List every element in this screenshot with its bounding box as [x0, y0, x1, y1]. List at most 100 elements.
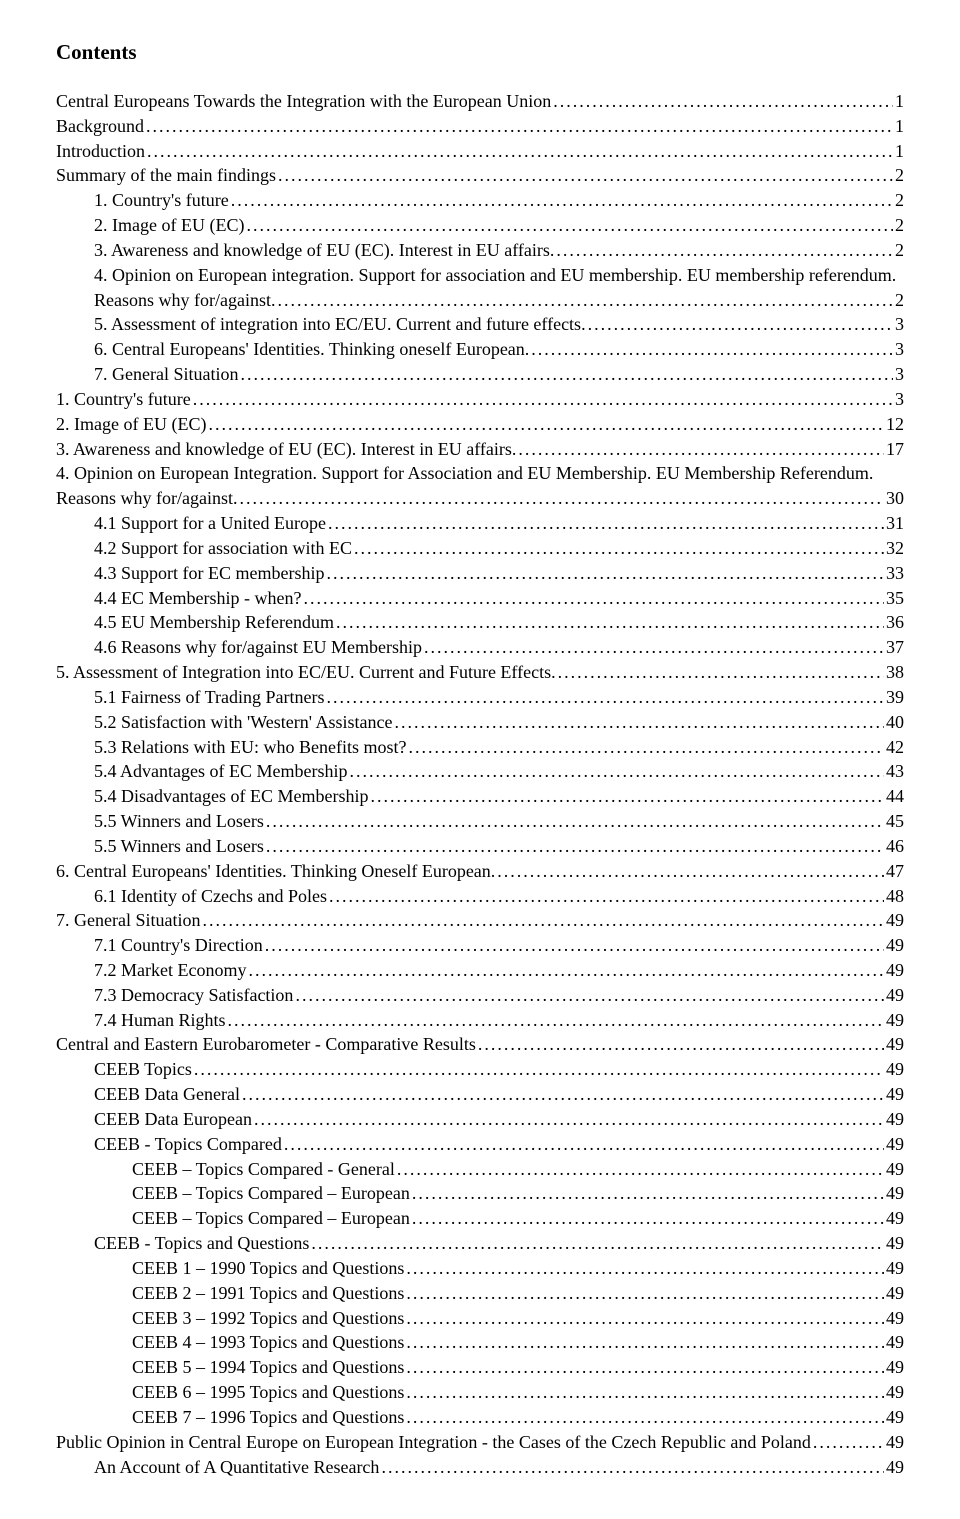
- toc-entry-text: 5. Assessment of Integration into EC/EU.…: [56, 660, 556, 685]
- toc-leader-dots: [556, 238, 893, 263]
- toc-leader-dots: [354, 536, 884, 561]
- toc-leader-dots: [277, 288, 893, 313]
- toc-leader-dots: [266, 834, 884, 859]
- toc-entry-text: Central Europeans Towards the Integratio…: [56, 89, 551, 114]
- toc-entry-text: Summary of the main findings: [56, 163, 276, 188]
- toc-entry-text: CEEB 4 – 1993 Topics and Questions: [132, 1330, 404, 1355]
- toc-leader-dots: [240, 362, 893, 387]
- toc-entry: CEEB Data General49: [56, 1082, 904, 1107]
- toc-entry: 3. Awareness and knowledge of EU (EC). I…: [56, 437, 904, 462]
- toc-leader-dots: [588, 312, 893, 337]
- toc-entry: CEEB Data European 49: [56, 1107, 904, 1132]
- toc-entry: 5.1 Fairness of Trading Partners39: [56, 685, 904, 710]
- toc-entry: 7. General Situation49: [56, 908, 904, 933]
- toc-leader-dots: [412, 1206, 884, 1231]
- toc-entry: 4. Opinion on European integration. Supp…: [56, 263, 904, 288]
- toc-entry-page: 3: [895, 387, 904, 412]
- toc-entry-text: Reasons why for/against.: [56, 486, 237, 511]
- toc-entry-page: 49: [886, 1231, 904, 1256]
- toc-entry-page: 30: [886, 486, 904, 511]
- toc-entry-page: 49: [886, 958, 904, 983]
- toc-entry-page: 2: [895, 213, 904, 238]
- toc-leader-dots: [336, 610, 884, 635]
- toc-entry-page: 36: [886, 610, 904, 635]
- toc-leader-dots: [295, 983, 884, 1008]
- toc-leader-dots: [266, 809, 884, 834]
- toc-entry-text: 5. Assessment of integration into EC/EU.…: [94, 312, 586, 337]
- toc-entry-text: 7. General Situation: [56, 908, 200, 933]
- toc-entry: 7.2 Market Economy49: [56, 958, 904, 983]
- toc-leader-dots: [327, 685, 885, 710]
- toc-entry-text: 4.4 EC Membership - when?: [94, 586, 301, 611]
- toc-entry: 7.3 Democracy Satisfaction49: [56, 983, 904, 1008]
- toc-leader-dots: [395, 710, 885, 735]
- toc-entry-page: 2: [895, 163, 904, 188]
- toc-entry-text: CEEB – Topics Compared – European: [132, 1181, 410, 1206]
- toc-entry-text: 5.1 Fairness of Trading Partners: [94, 685, 325, 710]
- toc-entry-page: 49: [886, 1157, 904, 1182]
- toc-entry: 2. Image of EU (EC)2: [56, 213, 904, 238]
- toc-leader-dots: [412, 1181, 884, 1206]
- toc-entry-text: CEEB – Topics Compared – European: [132, 1206, 410, 1231]
- toc-entry: 1. Country's future2: [56, 188, 904, 213]
- toc-entry: 5.2 Satisfaction with 'Western' Assistan…: [56, 710, 904, 735]
- toc-entry: Central and Eastern Eurobarometer - Comp…: [56, 1032, 904, 1057]
- toc-leader-dots: [478, 1032, 884, 1057]
- toc-entry: CEEB 1 – 1990 Topics and Questions49: [56, 1256, 904, 1281]
- toc-entry-text: 5.3 Relations with EU: who Benefits most…: [94, 735, 406, 760]
- toc-entry-page: 49: [886, 1430, 904, 1455]
- toc-leader-dots: [329, 884, 884, 909]
- toc-entry-text: CEEB 6 – 1995 Topics and Questions: [132, 1380, 404, 1405]
- toc-entry: 6. Central Europeans' Identities. Thinki…: [56, 337, 904, 362]
- toc-leader-dots: [349, 759, 884, 784]
- toc-entry-text: 5.4 Advantages of EC Membership: [94, 759, 347, 784]
- contents-title: Contents: [56, 40, 904, 65]
- toc-entry-page: 49: [886, 1380, 904, 1405]
- toc-entry: 7.1 Country's Direction49: [56, 933, 904, 958]
- toc-entry: CEEB – Topics Compared – European 49: [56, 1181, 904, 1206]
- toc-leader-dots: [531, 337, 893, 362]
- toc-entry-text: 7. General Situation: [94, 362, 238, 387]
- toc-entry: Background1: [56, 114, 904, 139]
- toc-entry: CEEB Topics49: [56, 1057, 904, 1082]
- toc-leader-dots: [248, 958, 884, 983]
- toc-entry-page: 49: [886, 933, 904, 958]
- toc-entry-text: 4.2 Support for association with EC: [94, 536, 352, 561]
- toc-leader-dots: [406, 1380, 884, 1405]
- toc-leader-dots: [303, 586, 884, 611]
- toc-leader-dots: [194, 1057, 884, 1082]
- toc-entry: 5. Assessment of integration into EC/EU.…: [56, 312, 904, 337]
- toc-leader-dots: [242, 1082, 884, 1107]
- toc-entry-text: CEEB Data European: [94, 1107, 252, 1132]
- toc-leader-dots: [147, 139, 893, 164]
- toc-leader-dots: [497, 859, 884, 884]
- toc-leader-dots: [326, 561, 884, 586]
- toc-entry-page: 42: [886, 735, 904, 760]
- toc-entry-page: 49: [886, 983, 904, 1008]
- toc-entry: 4.6 Reasons why for/against EU Membershi…: [56, 635, 904, 660]
- toc-entry: 4.2 Support for association with EC32: [56, 536, 904, 561]
- toc-entry: 7.4 Human Rights49: [56, 1008, 904, 1033]
- toc-entry-text: Central and Eastern Eurobarometer - Comp…: [56, 1032, 476, 1057]
- toc-leader-dots: [406, 1355, 884, 1380]
- toc-leader-dots: [265, 933, 884, 958]
- toc-entry-page: 49: [886, 1181, 904, 1206]
- toc-entry-page: 49: [886, 1206, 904, 1231]
- table-of-contents: Central Europeans Towards the Integratio…: [56, 89, 904, 1479]
- toc-entry: An Account of A Quantitative Research49: [56, 1455, 904, 1480]
- toc-entry-page: 3: [895, 312, 904, 337]
- toc-entry: 4.3 Support for EC membership33: [56, 561, 904, 586]
- toc-entry-page: 12: [886, 412, 904, 437]
- toc-leader-dots: [813, 1430, 884, 1455]
- toc-entry-page: 49: [886, 1132, 904, 1157]
- toc-entry-page: 49: [886, 1107, 904, 1132]
- toc-entry-text: 4. Opinion on European integration. Supp…: [94, 263, 896, 288]
- toc-entry: 2. Image of EU (EC)12: [56, 412, 904, 437]
- toc-entry-page: 49: [886, 1455, 904, 1480]
- toc-leader-dots: [284, 1132, 884, 1157]
- toc-leader-dots: [558, 660, 884, 685]
- toc-leader-dots: [311, 1231, 884, 1256]
- toc-entry-text: 5.5 Winners and Losers: [94, 834, 264, 859]
- toc-leader-dots: [424, 635, 884, 660]
- toc-entry-text: 4.3 Support for EC membership: [94, 561, 324, 586]
